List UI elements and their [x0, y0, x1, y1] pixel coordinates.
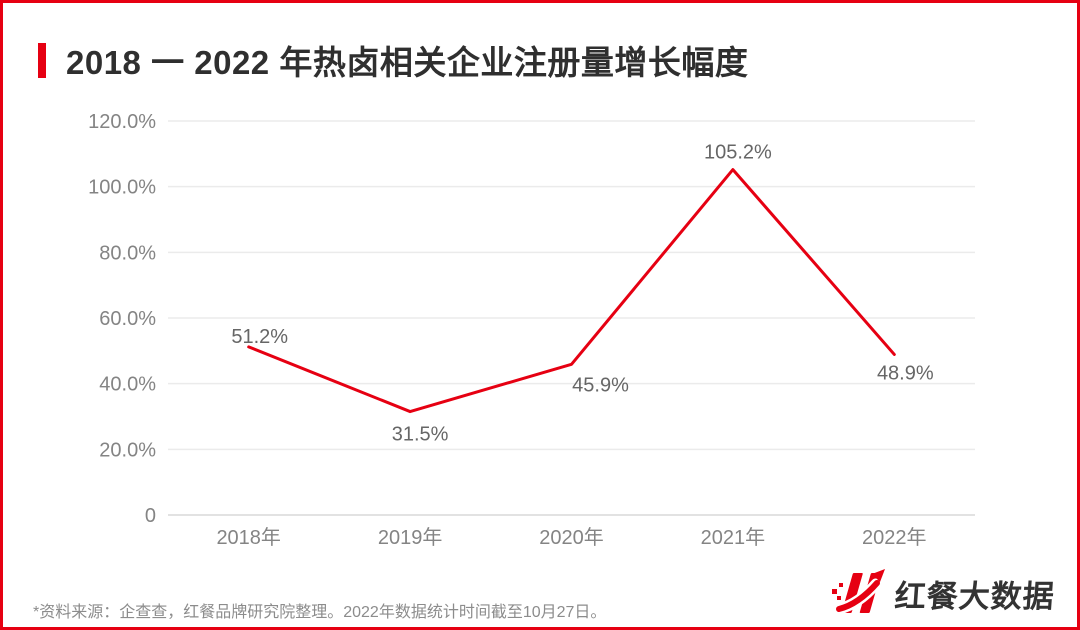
- chart-header: 2018 一 2022 年热卤相关企业注册量增长幅度: [38, 36, 748, 84]
- x-axis-tick-label: 2018年: [216, 526, 281, 549]
- data-point-label: 51.2%: [231, 326, 288, 348]
- y-axis-tick-label: 20.0%: [99, 439, 156, 461]
- title-accent-bar: [38, 42, 46, 78]
- data-point-label: 105.2%: [704, 142, 772, 164]
- x-axis-tick-label: 2022年: [862, 526, 927, 549]
- y-axis-tick-label: 0: [145, 505, 156, 527]
- data-point-label: 31.5%: [392, 424, 449, 446]
- y-axis-tick-label: 120.0%: [88, 111, 156, 133]
- source-note: *资料来源：企查查，红餐品牌研究院整理。2022年数据统计时间截至10月27日。: [33, 604, 607, 621]
- brand-logo: 红餐大数据: [831, 568, 1057, 618]
- chart-title: 2018 一 2022 年热卤相关企业注册量增长幅度: [66, 44, 749, 81]
- y-axis-tick-label: 100.0%: [88, 177, 156, 199]
- line-chart: 120.0% 100.0% 80.0% 60.0% 40.0% 20.0% 0 2018年 20…: [88, 111, 975, 549]
- data-point-label: 48.9%: [877, 362, 934, 384]
- y-axis-tick-label: 80.0%: [99, 242, 156, 264]
- x-axis-tick-label: 2019年: [378, 526, 443, 549]
- brand-logo-icon: [832, 569, 885, 615]
- brand-logo-text: 红餐大数据: [893, 578, 1057, 614]
- y-axis-tick-label: 60.0%: [99, 308, 156, 330]
- x-axis-tick-label: 2021年: [701, 526, 766, 549]
- x-axis-tick-label: 2020年: [539, 526, 604, 549]
- trend-line: [247, 168, 896, 414]
- data-point-label: 45.9%: [572, 374, 629, 396]
- y-axis-tick-label: 40.0%: [99, 374, 156, 396]
